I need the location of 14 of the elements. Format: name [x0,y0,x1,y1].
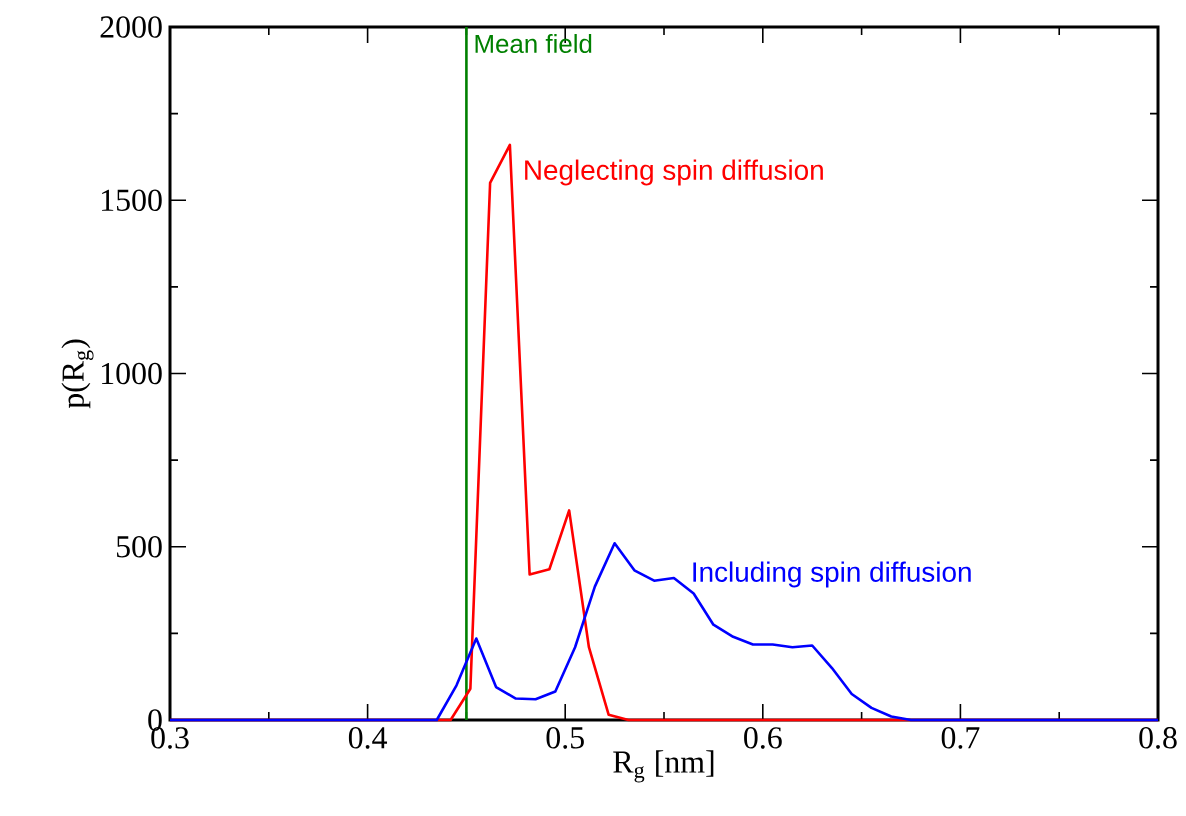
x-tick-label: 0.5 [546,727,584,749]
y-axis-title: p(R$_{g}$) [61,339,94,409]
x-tick-label: 0.4 [348,727,388,749]
x-tick-label: 0.7 [941,727,980,749]
x-axis-title: R$_{g}$ [nm] [613,750,714,783]
y-tick-label: 500 [116,536,162,558]
x-tick-label: 0.8 [1139,727,1177,749]
series-label: Including spin diffusion [693,561,971,588]
y-tick-label: 2000 [100,16,162,38]
y-tick-label: 1500 [102,189,162,211]
ref-line-label: Mean field [475,34,592,54]
series-label: Neglecting spin diffusion [525,159,823,186]
x-tick-label: 0.6 [744,727,782,749]
y-tick-label: 1000 [102,362,162,385]
